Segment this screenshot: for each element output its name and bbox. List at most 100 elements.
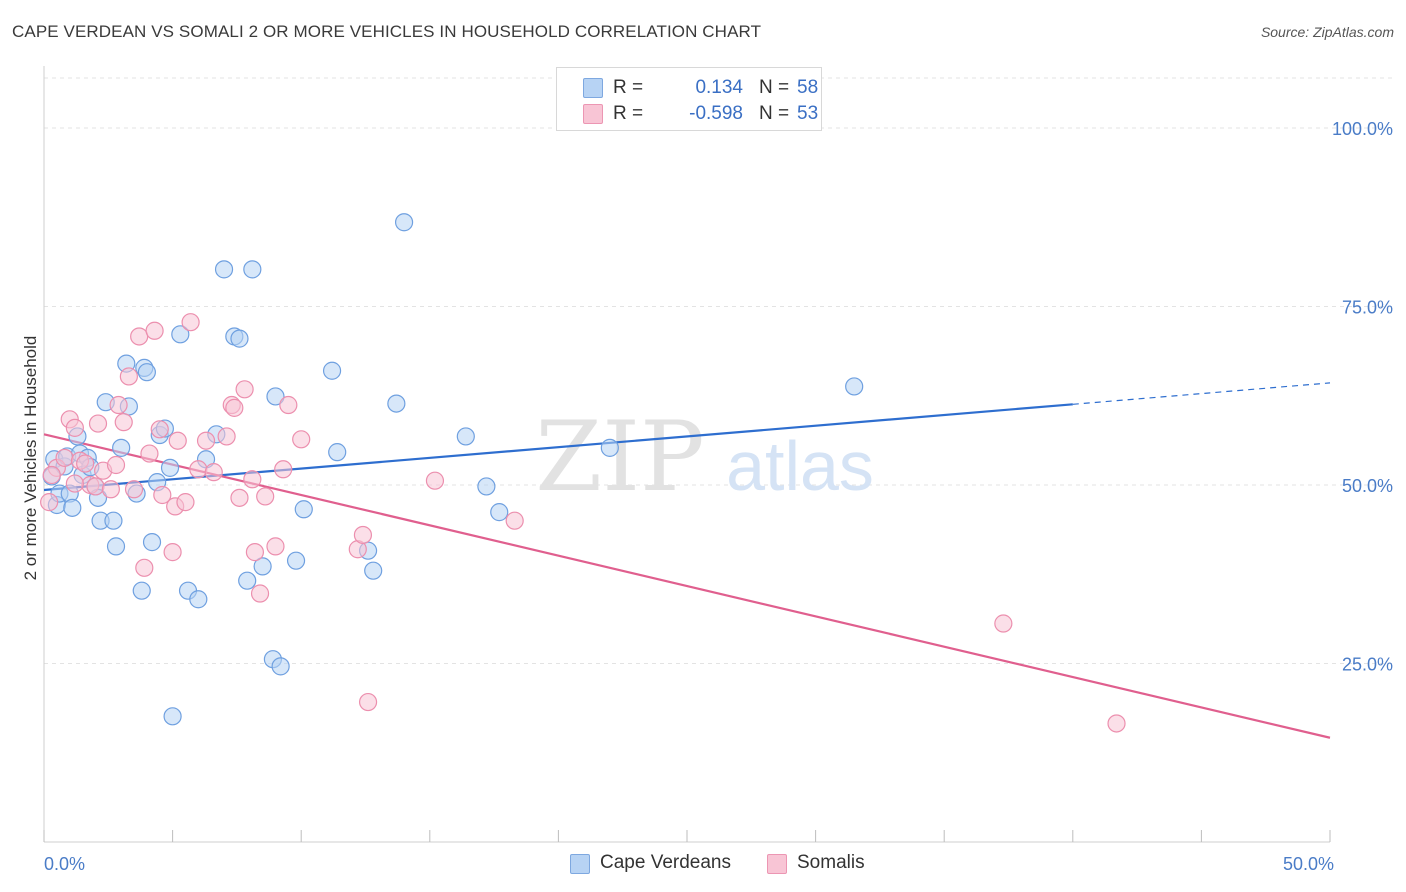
legend-r-value: 0.134 bbox=[695, 77, 743, 98]
somali-point bbox=[40, 493, 59, 512]
y-tick-label: 50.0% bbox=[1342, 476, 1393, 496]
cape-verdean-point bbox=[238, 571, 257, 590]
somali-point bbox=[279, 395, 298, 415]
somali-point bbox=[274, 460, 293, 479]
cape-verdean-point bbox=[160, 458, 180, 477]
watermark-zip: ZIP bbox=[535, 401, 704, 513]
somali-point bbox=[163, 543, 182, 562]
somali-point bbox=[292, 430, 311, 449]
cape-verdean-point bbox=[189, 590, 208, 609]
legend-n-value: 53 bbox=[797, 103, 819, 124]
cape-verdean-point bbox=[364, 561, 383, 580]
axis-labels: 25.0% 50.0% 75.0% 100.0% 0.0% 50.0% 2 or more … bbox=[21, 119, 1393, 874]
cape-verdean-point bbox=[243, 260, 262, 279]
somali-point bbox=[86, 477, 105, 496]
somali-point bbox=[76, 454, 95, 473]
cape-verdean-trend-extension bbox=[1072, 382, 1331, 405]
cape-verdean-point bbox=[104, 511, 123, 530]
cape-verdean-point bbox=[322, 361, 342, 380]
trend-lines bbox=[43, 382, 1331, 739]
somali-point bbox=[181, 313, 200, 332]
somali-point bbox=[145, 321, 164, 340]
somali-point bbox=[140, 444, 159, 463]
somali-point bbox=[42, 465, 61, 485]
legend-r-label: R = bbox=[613, 77, 644, 98]
cape-verdean-point bbox=[171, 325, 190, 344]
legend-n-label: N = bbox=[759, 103, 790, 124]
y-tick-label: 25.0% bbox=[1342, 654, 1393, 674]
cape-verdean-point bbox=[286, 551, 306, 570]
cape-verdean-point bbox=[112, 438, 131, 457]
somali-point bbox=[65, 474, 84, 493]
cape-verdean-point bbox=[294, 500, 313, 519]
somali-point bbox=[243, 470, 262, 489]
cape-verdean-point bbox=[253, 557, 272, 576]
somali-point bbox=[114, 413, 133, 432]
somali-point bbox=[55, 448, 74, 467]
legend-swatch-blue bbox=[583, 78, 603, 98]
somali-point bbox=[119, 367, 138, 386]
cape-verdean-point bbox=[137, 363, 156, 382]
stats-legend: R = 0.134 N = 58 R = -0.598 N = 53 bbox=[556, 67, 822, 131]
somali-point bbox=[153, 485, 172, 505]
somali-point bbox=[124, 480, 144, 499]
cape-verdean-point bbox=[456, 427, 475, 446]
somali-point bbox=[88, 414, 108, 433]
somali-point bbox=[1107, 714, 1126, 733]
source-label: Source: ZipAtlas.com bbox=[1260, 24, 1394, 40]
watermark-atlas: atlas bbox=[726, 427, 874, 505]
cape-verdean-point bbox=[845, 377, 864, 396]
somali-point bbox=[250, 584, 270, 603]
y-tick-label: 75.0% bbox=[1342, 297, 1393, 317]
cape-verdean-point bbox=[271, 657, 290, 676]
legend-swatch-pink bbox=[583, 104, 603, 124]
somali-point bbox=[101, 480, 120, 499]
somali-point bbox=[245, 543, 265, 562]
cape-verdean-point bbox=[328, 443, 347, 462]
somali-point bbox=[189, 460, 208, 479]
somali-point bbox=[106, 455, 126, 475]
somali-point bbox=[225, 398, 244, 417]
data-points bbox=[40, 213, 1126, 733]
somali-point bbox=[130, 327, 149, 346]
somali-point bbox=[217, 427, 236, 446]
legend-r-value: -0.598 bbox=[689, 103, 743, 124]
cape-verdean-point bbox=[214, 260, 234, 279]
cape-verdean-point bbox=[394, 213, 414, 232]
somali-point bbox=[65, 418, 84, 437]
legend-n-label: N = bbox=[759, 77, 790, 98]
somali-point bbox=[176, 493, 195, 512]
cape-verdean-point bbox=[387, 394, 406, 413]
somali-point bbox=[204, 463, 223, 482]
cape-verdean-point bbox=[600, 438, 619, 457]
x-tick-label: 50.0% bbox=[1283, 854, 1334, 874]
somali-point bbox=[109, 395, 128, 415]
legend-swatch-pink bbox=[767, 854, 787, 874]
chart-title: CAPE VERDEAN VS SOMALI 2 OR MORE VEHICLE… bbox=[12, 22, 762, 41]
somali-point bbox=[135, 558, 154, 577]
somali-point bbox=[235, 380, 254, 399]
somali-point bbox=[168, 431, 187, 450]
somali-point bbox=[196, 431, 216, 450]
cape-verdean-point bbox=[63, 498, 82, 517]
cape-verdean-point bbox=[163, 707, 182, 726]
cape-verdean-point bbox=[266, 387, 285, 406]
cape-verdean-point bbox=[477, 477, 496, 496]
somali-point bbox=[425, 471, 445, 490]
somali-point bbox=[505, 511, 524, 530]
somali-point bbox=[358, 692, 378, 712]
axes bbox=[43, 66, 1331, 843]
watermark: ZIP atlas bbox=[535, 401, 874, 513]
x-tick-label: 0.0% bbox=[44, 854, 85, 874]
somali-point bbox=[266, 537, 285, 556]
somali-point bbox=[230, 488, 249, 507]
cape-verdean-point bbox=[132, 581, 151, 600]
somali-point bbox=[150, 420, 169, 439]
legend-label: Cape Verdeans bbox=[600, 852, 731, 873]
legend-label: Somalis bbox=[797, 852, 865, 873]
legend-r-label: R = bbox=[613, 103, 644, 124]
legend-swatch-blue bbox=[570, 854, 590, 874]
y-axis-label: 2 or more Vehicles in Household bbox=[21, 336, 40, 581]
cape-verdean-point bbox=[490, 503, 509, 522]
